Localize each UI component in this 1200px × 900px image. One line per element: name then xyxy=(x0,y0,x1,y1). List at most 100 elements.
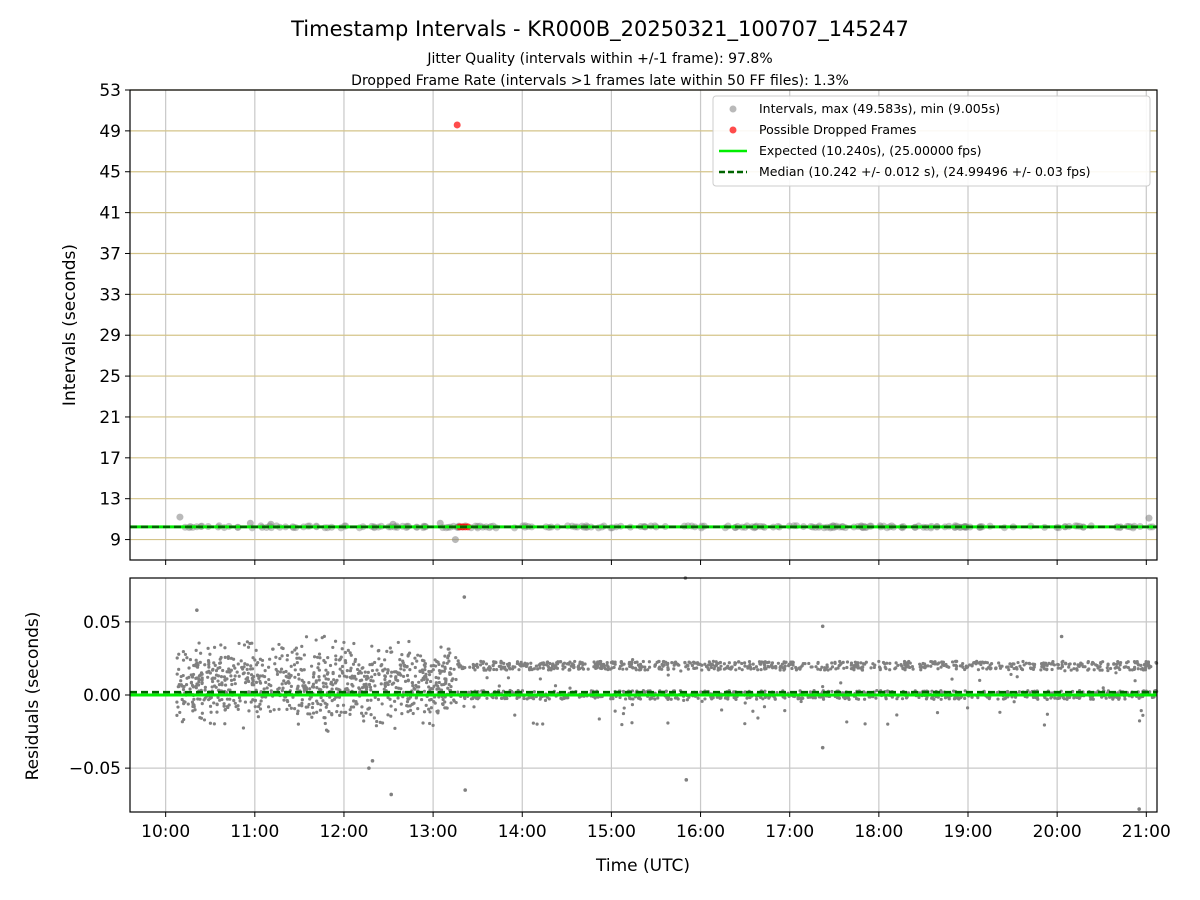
residual-point xyxy=(711,662,715,667)
residual-point xyxy=(280,689,284,693)
residual-point xyxy=(233,682,237,686)
residual-point xyxy=(665,696,669,700)
residual-point xyxy=(682,698,686,702)
residual-point xyxy=(342,674,347,678)
residual-point xyxy=(830,661,834,665)
residual-point xyxy=(333,639,338,643)
residual-point xyxy=(200,676,204,680)
residual-point xyxy=(1015,667,1019,671)
residual-point xyxy=(449,684,453,689)
residual-point xyxy=(276,687,280,691)
residual-point xyxy=(905,663,910,667)
residual-point xyxy=(262,687,266,691)
residual-point xyxy=(1101,686,1105,690)
residual-point xyxy=(311,675,316,679)
residual-point xyxy=(454,677,458,682)
residual-point xyxy=(1045,712,1050,716)
residual-point xyxy=(901,666,905,671)
residual-point xyxy=(321,681,325,685)
residual-point xyxy=(394,678,398,682)
residual-point xyxy=(779,664,783,668)
residual-point xyxy=(549,668,553,672)
residual-point xyxy=(349,705,353,709)
residual-point xyxy=(189,673,193,677)
residual-point xyxy=(998,666,1003,670)
residual-point xyxy=(535,722,539,726)
residual-point xyxy=(647,660,651,664)
residual-point xyxy=(1104,696,1108,700)
residual-point xyxy=(718,660,723,665)
residual-point xyxy=(1144,659,1148,664)
residual-point xyxy=(1092,668,1096,672)
residual-point xyxy=(713,664,717,668)
residual-point xyxy=(385,671,390,675)
residual-point xyxy=(462,704,466,708)
residual-point xyxy=(273,662,277,666)
residual-point xyxy=(955,664,959,668)
residual-point xyxy=(428,721,432,726)
residual-point xyxy=(826,668,830,672)
residual-point xyxy=(1075,695,1079,700)
residual-point xyxy=(411,711,415,716)
residual-point xyxy=(200,702,204,706)
residual-point xyxy=(1067,665,1071,669)
residual-point xyxy=(194,676,198,680)
residual-point xyxy=(218,661,223,665)
residual-point xyxy=(878,667,882,672)
residual-point xyxy=(1133,665,1137,669)
residual-point xyxy=(206,646,210,650)
residual-point xyxy=(312,655,317,659)
residual-point xyxy=(325,685,329,689)
residual-point xyxy=(312,671,316,675)
residual-point xyxy=(434,675,438,680)
residual-point xyxy=(320,636,324,640)
residual-point xyxy=(349,653,353,657)
residual-point xyxy=(743,722,747,726)
residual-point xyxy=(494,660,498,665)
residual-point xyxy=(363,685,368,689)
residual-point xyxy=(272,708,276,712)
legend-label: Median (10.242 +/- 0.012 s), (24.99496 +… xyxy=(759,164,1090,179)
residual-point xyxy=(223,655,227,659)
residuals-series xyxy=(130,576,1159,811)
residual-point xyxy=(309,664,314,668)
residual-point xyxy=(210,679,215,684)
residual-point xyxy=(304,705,308,709)
residual-point xyxy=(239,659,243,663)
residual-point xyxy=(761,697,765,701)
residual-point xyxy=(222,702,226,706)
residual-point xyxy=(346,682,350,686)
residual-point xyxy=(666,673,670,677)
residual-point xyxy=(192,663,196,668)
residual-point xyxy=(478,663,483,667)
residual-point xyxy=(888,668,892,672)
residual-point xyxy=(302,685,306,689)
residual-point xyxy=(191,685,196,689)
residual-point xyxy=(687,660,691,664)
residual-point xyxy=(240,665,244,670)
residual-point xyxy=(297,677,301,681)
residual-point xyxy=(284,669,288,674)
residual-point xyxy=(930,689,934,693)
residual-point xyxy=(653,697,657,701)
residual-point xyxy=(245,640,249,644)
intervals-y-tick-label: 17 xyxy=(99,449,121,469)
residual-point xyxy=(379,664,383,668)
residual-point xyxy=(833,661,837,666)
residual-point xyxy=(334,662,338,666)
residual-point xyxy=(225,704,229,709)
chart-title: Timestamp Intervals - KR000B_20250321_10… xyxy=(290,17,909,42)
residual-point xyxy=(434,664,438,668)
residual-point xyxy=(461,666,465,671)
residual-point xyxy=(1111,697,1115,701)
interval-outlier-point xyxy=(1145,514,1153,522)
residual-point xyxy=(567,668,571,672)
residual-point xyxy=(559,660,563,664)
residual-point xyxy=(1137,696,1141,700)
residual-point xyxy=(249,664,253,668)
residual-point xyxy=(364,677,368,681)
residual-point xyxy=(260,663,265,667)
residual-point xyxy=(602,662,606,666)
residual-point xyxy=(192,703,196,707)
residual-point xyxy=(672,667,676,671)
